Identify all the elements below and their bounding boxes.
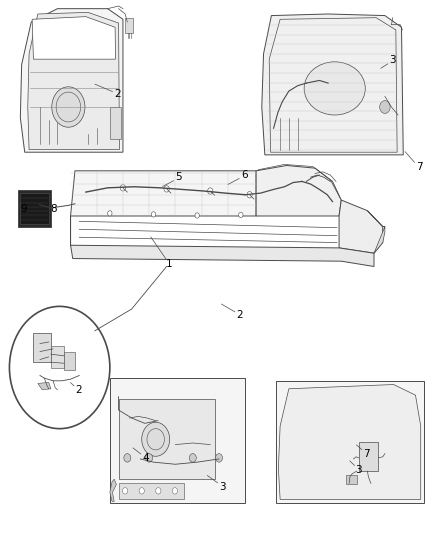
Bar — [276, 381, 424, 503]
Circle shape — [124, 454, 131, 462]
Polygon shape — [20, 9, 123, 152]
Text: 9: 9 — [20, 204, 27, 214]
Bar — [119, 399, 215, 479]
Text: 2: 2 — [75, 385, 82, 395]
Polygon shape — [38, 382, 51, 390]
Polygon shape — [32, 17, 116, 59]
Bar — [346, 475, 357, 484]
Circle shape — [123, 488, 128, 494]
Bar — [18, 190, 51, 227]
Bar — [125, 18, 133, 33]
Bar — [359, 442, 378, 471]
Circle shape — [215, 454, 223, 462]
Text: 7: 7 — [363, 449, 370, 458]
Text: 4: 4 — [142, 453, 149, 463]
Text: 5: 5 — [176, 172, 182, 182]
Circle shape — [155, 488, 161, 494]
Circle shape — [120, 184, 126, 191]
Circle shape — [151, 212, 155, 217]
Text: 3: 3 — [355, 465, 362, 474]
Polygon shape — [28, 12, 120, 150]
Circle shape — [380, 101, 390, 114]
Circle shape — [247, 191, 252, 198]
Text: 3: 3 — [219, 482, 226, 492]
Bar — [33, 333, 51, 362]
Bar — [119, 483, 184, 499]
Bar — [110, 107, 121, 139]
Bar — [110, 378, 245, 503]
Polygon shape — [367, 211, 385, 253]
Circle shape — [52, 87, 85, 127]
Bar — [51, 346, 64, 368]
Polygon shape — [71, 216, 374, 266]
Circle shape — [10, 306, 110, 429]
Polygon shape — [279, 384, 421, 499]
Text: 8: 8 — [51, 204, 57, 214]
Circle shape — [108, 211, 112, 216]
Circle shape — [208, 188, 213, 194]
Polygon shape — [110, 479, 117, 502]
Circle shape — [239, 212, 243, 217]
Circle shape — [189, 454, 196, 462]
Text: 3: 3 — [389, 55, 396, 65]
Polygon shape — [339, 200, 383, 253]
Circle shape — [164, 185, 169, 192]
Ellipse shape — [304, 62, 365, 115]
Text: 6: 6 — [241, 170, 247, 180]
Polygon shape — [71, 171, 256, 216]
Text: 1: 1 — [166, 259, 172, 269]
Circle shape — [139, 488, 145, 494]
Circle shape — [172, 488, 177, 494]
Bar — [64, 352, 75, 370]
Polygon shape — [262, 14, 403, 155]
Circle shape — [142, 422, 170, 456]
Circle shape — [195, 213, 199, 218]
Text: 2: 2 — [237, 310, 243, 320]
Text: 7: 7 — [416, 161, 422, 172]
Bar — [20, 193, 49, 224]
Circle shape — [146, 454, 152, 462]
Polygon shape — [256, 165, 341, 216]
Text: 2: 2 — [114, 88, 121, 99]
